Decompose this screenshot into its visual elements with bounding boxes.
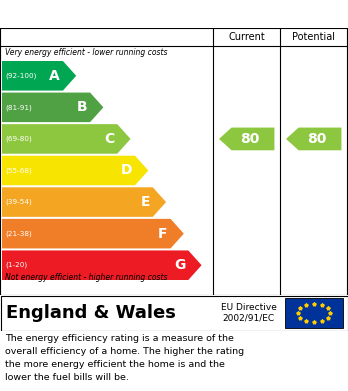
Text: (1-20): (1-20): [5, 262, 27, 269]
Text: Potential: Potential: [292, 32, 335, 42]
Polygon shape: [2, 93, 103, 122]
Polygon shape: [2, 61, 76, 91]
Text: Not energy efficient - higher running costs: Not energy efficient - higher running co…: [5, 273, 167, 282]
Text: G: G: [174, 258, 185, 272]
Text: 80: 80: [307, 132, 326, 146]
Text: D: D: [120, 163, 132, 178]
Text: EU Directive
2002/91/EC: EU Directive 2002/91/EC: [221, 303, 277, 323]
Polygon shape: [2, 250, 201, 280]
Text: E: E: [140, 195, 150, 209]
Text: Energy Efficiency Rating: Energy Efficiency Rating: [8, 7, 218, 22]
Text: C: C: [104, 132, 114, 146]
Polygon shape: [2, 124, 130, 154]
Text: (81-91): (81-91): [5, 104, 32, 111]
Text: Current: Current: [228, 32, 265, 42]
Text: (92-100): (92-100): [5, 73, 37, 79]
Polygon shape: [2, 187, 166, 217]
Text: (39-54): (39-54): [5, 199, 32, 205]
Text: (21-38): (21-38): [5, 230, 32, 237]
Text: F: F: [158, 227, 167, 240]
Text: (55-68): (55-68): [5, 167, 32, 174]
Polygon shape: [2, 156, 148, 185]
Text: A: A: [49, 69, 60, 83]
Polygon shape: [2, 219, 184, 248]
Text: England & Wales: England & Wales: [6, 304, 176, 322]
Text: (69-80): (69-80): [5, 136, 32, 142]
Text: B: B: [77, 100, 87, 114]
Polygon shape: [286, 127, 341, 150]
Text: 80: 80: [240, 132, 259, 146]
Polygon shape: [219, 127, 275, 150]
Text: Very energy efficient - lower running costs: Very energy efficient - lower running co…: [5, 48, 167, 57]
Bar: [285, 298, 343, 328]
Text: The energy efficiency rating is a measure of the
overall efficiency of a home. T: The energy efficiency rating is a measur…: [5, 334, 244, 382]
